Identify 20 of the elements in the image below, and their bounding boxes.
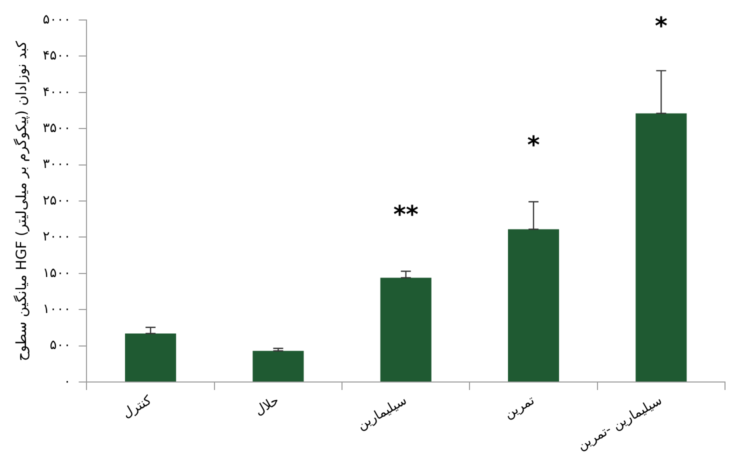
y-tick-label: ۰	[64, 374, 71, 390]
x-tick-label: سیلیمارین	[355, 393, 410, 434]
y-tick-label: ۳۵۰۰	[42, 120, 71, 136]
y-tick-label: ۴۵۰۰	[42, 48, 71, 64]
annotation: *	[654, 12, 668, 40]
x-tick-label: تمرین	[502, 392, 538, 422]
y-tick-label: ۵۰۰	[50, 338, 71, 354]
annotation: **	[393, 200, 419, 228]
x-tick-label: کنترل	[120, 392, 155, 422]
annotation: *	[527, 130, 540, 159]
y-tick-label: ۳۰۰۰	[42, 157, 71, 172]
y-axis-title: میانگین سطوح HGF کبد نوزادان (پیکوگرم بر میلی‌لیتر)	[13, 40, 30, 362]
y-tick-label: ۴۰۰۰	[42, 84, 71, 100]
y-tick-label: ۱۵۰۰	[42, 266, 71, 281]
y-tick-label: ۲۰۰۰	[42, 230, 71, 245]
y-tick-label: ۲۵۰۰	[42, 193, 71, 208]
x-tick-label: سیلیمارین -تمرین	[575, 393, 665, 454]
y-tick-label: ۱۰۰۰	[42, 302, 71, 317]
x-tick-label: حلال	[252, 393, 282, 419]
y-tick-label: ۵۰۰۰	[42, 12, 71, 28]
